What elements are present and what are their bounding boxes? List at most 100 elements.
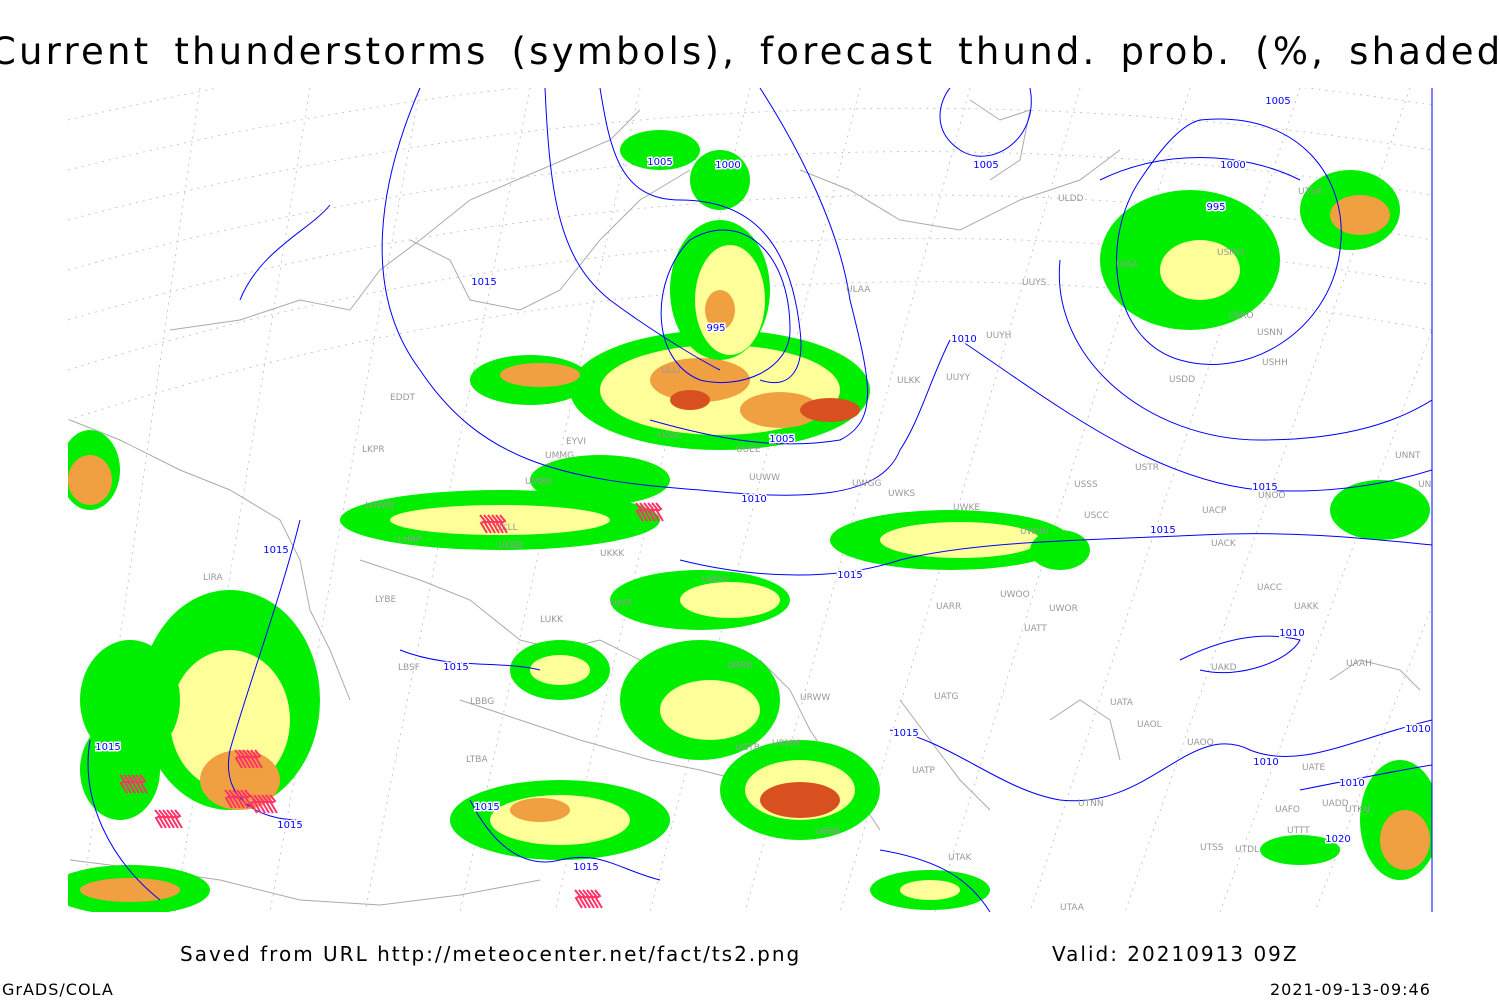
station-label: UACK: [1211, 539, 1237, 549]
isobar-line: [660, 229, 791, 384]
isobar-label: 1010: [1279, 628, 1304, 639]
station-label: UATA: [1110, 698, 1134, 708]
isobar-label: 995: [706, 323, 725, 334]
station-label: USMU: [1217, 248, 1244, 258]
probability-area-mid: [680, 582, 780, 618]
isobar-label: 1010: [1253, 757, 1278, 768]
station-label: UKFF: [610, 599, 633, 609]
station-label: LTBA: [466, 755, 488, 765]
isobar-label: 1015: [474, 802, 499, 813]
lightning-icon: [651, 502, 660, 522]
isobar-label: 1015: [1150, 525, 1175, 536]
lightning-icon: [574, 889, 583, 909]
isobar-line: [469, 799, 661, 881]
lightning-icon: [639, 502, 648, 522]
lightning-icon: [158, 809, 167, 829]
probability-area-mid: [880, 522, 1040, 558]
isobar-line: [1099, 157, 1301, 181]
station-label: UAFO: [1275, 805, 1300, 815]
station-label: LOWW: [365, 501, 395, 511]
lightning-icon: [254, 749, 263, 769]
lightning-icon: [655, 502, 664, 522]
isobar-label: 1005: [647, 157, 672, 168]
isobar-label: 1000: [715, 160, 740, 171]
station-label: UGTB: [735, 743, 760, 753]
lightning-icon: [491, 514, 500, 534]
meridian-line: [839, 88, 1081, 912]
probability-area-mid: [530, 655, 590, 685]
station-label: USRO: [1228, 311, 1254, 321]
isobar-line: [381, 88, 951, 496]
station-label: UWOO: [1000, 590, 1030, 600]
coastline: [69, 419, 351, 701]
station-label: UATG: [934, 692, 959, 702]
station-label: UATP: [912, 766, 936, 776]
lightning-icon: [131, 774, 140, 794]
station-label: UNBB: [1418, 480, 1444, 490]
isobars-layer: 1005 1000 1005 995 1015 995 1000 1010 1005 1010 10…: [87, 88, 1432, 912]
lightning-icon: [127, 774, 136, 794]
probability-area-low: [690, 150, 750, 210]
station-label: UTAK: [948, 853, 973, 863]
station-label: LYBE: [375, 595, 396, 605]
probability-area-high: [80, 878, 180, 902]
lightning-icon: [234, 749, 243, 769]
meridian-line: [649, 88, 861, 912]
lightning-icon: [139, 774, 148, 794]
probability-area-low: [1260, 835, 1340, 865]
station-label: ULOL: [658, 431, 681, 441]
lightning-icon: [269, 794, 278, 814]
lightning-icon: [499, 514, 508, 534]
station-label: USHH: [1262, 358, 1288, 368]
thunderstorm-symbol: [224, 789, 253, 809]
station-label: UTAA: [1060, 903, 1085, 913]
thunderstorm-symbol: [154, 809, 183, 829]
isobar-line: [1299, 764, 1432, 791]
station-label: UUEE: [736, 445, 761, 455]
map-title: Current thunderstorms (symbols), forecas…: [0, 30, 1500, 73]
station-label: URMM: [772, 739, 800, 749]
lightning-icon: [635, 502, 644, 522]
render-timestamp: 2021-09-13-09:46: [1270, 980, 1431, 999]
station-label: UACP: [1202, 506, 1227, 516]
probability-area-high: [68, 455, 112, 505]
thunderstorm-symbols-layer: [119, 502, 664, 909]
station-label: EDDT: [390, 393, 416, 403]
station-label: ULDD: [1058, 194, 1084, 204]
lightning-icon: [578, 889, 587, 909]
lightning-icon: [582, 889, 591, 909]
probability-area-high: [1330, 195, 1390, 235]
isobar-line: [239, 204, 331, 301]
parallel-line: [68, 107, 1432, 221]
station-label: UWUU: [1020, 527, 1049, 537]
isobar-label: 1020: [1325, 834, 1350, 845]
station-label: LHBP: [398, 535, 422, 545]
lightning-icon: [647, 502, 656, 522]
lightning-icon: [249, 794, 258, 814]
station-label: ULAA: [846, 285, 871, 295]
station-label: UTKN: [1345, 805, 1370, 815]
lightning-icon: [170, 809, 179, 829]
parallel-line: [68, 88, 221, 121]
station-label: UAAH: [1346, 659, 1372, 669]
station-label: UKOO: [702, 575, 728, 585]
coastlines-layer: [69, 99, 1421, 906]
probability-area-mid: [1160, 240, 1240, 300]
lightning-icon: [240, 789, 249, 809]
lightning-icon: [257, 794, 266, 814]
lat-lon-grid: [68, 88, 1432, 912]
isobar-label: 1010: [1405, 724, 1430, 735]
meridian-line: [1029, 88, 1301, 912]
software-credit: GrADS/COLA: [2, 980, 114, 999]
lightning-icon: [586, 889, 595, 909]
lightning-icon: [265, 794, 274, 814]
probability-area-very-high: [760, 782, 840, 818]
lightning-icon: [162, 809, 171, 829]
lightning-icon: [483, 514, 492, 534]
isobar-line: [399, 649, 541, 671]
lightning-icon: [232, 789, 241, 809]
station-label: UWKE: [953, 503, 980, 513]
station-label: LBBG: [470, 697, 494, 707]
parallel-line: [68, 237, 1432, 371]
